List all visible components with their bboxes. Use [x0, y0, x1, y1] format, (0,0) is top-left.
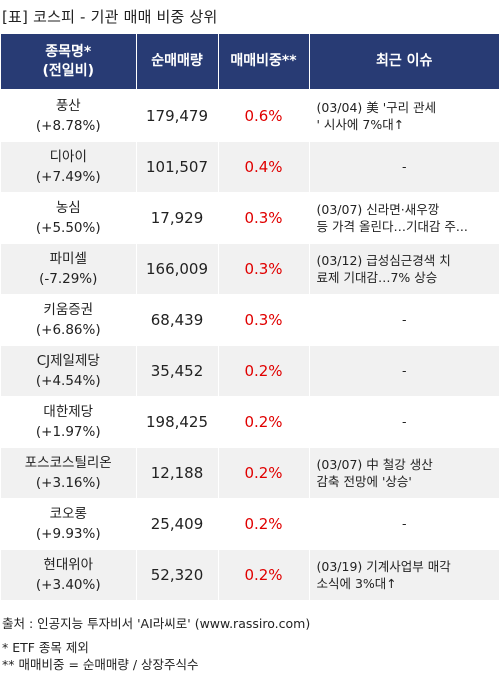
issue-line-1: (03/04) 美 '구리 관세	[316, 99, 437, 115]
stock-change: (+3.40%)	[35, 576, 101, 593]
trade-ratio: 0.4%	[218, 141, 310, 193]
trade-ratio: 0.2%	[218, 498, 310, 550]
header-name-line2: (전일비)	[42, 62, 94, 79]
institution-trading-table: 종목명* (전일비) 순매매량 매매비중** 최근 이슈 풍산 (+8.78%) 1…	[1, 34, 499, 601]
trade-ratio: 0.3%	[218, 192, 310, 244]
net-volume: 12,188	[136, 447, 219, 499]
stock-name: 키움증권	[43, 301, 94, 318]
table-row: 대한제당 (+1.97%) 198,425 0.2% -	[1, 396, 499, 448]
recent-issue: (03/07) 신라면·새우깡 등 가격 올린다…기대감 주...	[309, 192, 499, 244]
trade-ratio: 0.6%	[218, 90, 310, 142]
recent-issue: (03/19) 기계사업부 매각 소식에 3%대↑	[309, 549, 499, 601]
stock-change: (+9.93%)	[35, 525, 101, 542]
footnote-etf: * ETF 종목 제외	[2, 640, 89, 655]
stock-cell: 디아이 (+7.49%)	[1, 141, 137, 193]
issue-line-1: (03/19) 기계사업부 매각	[316, 558, 451, 574]
table-row: 키움증권 (+6.86%) 68,439 0.3% -	[1, 294, 499, 346]
trade-ratio: 0.2%	[218, 447, 310, 499]
footnote-ratio: ** 매매비중 = 순매매량 / 상장주식수	[2, 657, 199, 672]
table-header: 종목명* (전일비) 순매매량 매매비중** 최근 이슈	[1, 34, 499, 91]
stock-change: (+7.49%)	[35, 168, 101, 185]
table-row: 디아이 (+7.49%) 101,507 0.4% -	[1, 141, 499, 193]
recent-issue: (03/07) 中 철강 생산 감축 전망에 '상승'	[309, 447, 499, 499]
recent-issue: (03/12) 급성심근경색 치 료제 기대감…7% 상승	[309, 243, 499, 295]
stock-name: 코오롱	[49, 505, 87, 522]
recent-issue: -	[309, 498, 499, 550]
stock-name: 대한제당	[43, 403, 94, 420]
stock-cell: CJ제일제당 (+4.54%)	[1, 345, 137, 397]
recent-issue: -	[309, 345, 499, 397]
stock-name: CJ제일제당	[36, 352, 100, 369]
stock-name: 풍산	[55, 97, 81, 114]
stock-name: 농심	[55, 199, 81, 216]
trade-ratio: 0.2%	[218, 396, 310, 448]
source-note: 출처 : 인공지능 투자비서 'AI라씨로' (www.rassiro.com)	[2, 616, 311, 631]
header-volume: 순매매량	[136, 34, 219, 91]
header-name-line1: 종목명*	[45, 43, 92, 60]
recent-issue: (03/04) 美 '구리 관세 ' 시사에 7%대↑	[309, 90, 499, 142]
net-volume: 35,452	[136, 345, 219, 397]
trade-ratio: 0.3%	[218, 243, 310, 295]
net-volume: 101,507	[136, 141, 219, 193]
table-row: 풍산 (+8.78%) 179,479 0.6% (03/04) 美 '구리 관세 ' 시…	[1, 90, 499, 142]
stock-cell: 농심 (+5.50%)	[1, 192, 137, 244]
table-body: 풍산 (+8.78%) 179,479 0.6% (03/04) 美 '구리 관세 ' 시…	[1, 90, 499, 601]
issue-line-1: -	[401, 414, 407, 429]
net-volume: 179,479	[136, 90, 219, 142]
stock-cell: 대한제당 (+1.97%)	[1, 396, 137, 448]
trade-ratio: 0.2%	[218, 549, 310, 601]
recent-issue: -	[309, 141, 499, 193]
stock-change: (+8.78%)	[35, 117, 101, 134]
net-volume: 68,439	[136, 294, 219, 346]
issue-line-2: 료제 기대감…7% 상승	[316, 269, 438, 285]
stock-change: (+6.86%)	[35, 321, 101, 338]
stock-cell: 코오롱 (+9.93%)	[1, 498, 137, 550]
table-row: 파미셀 (-7.29%) 166,009 0.3% (03/12) 급성심근경색 치 료제…	[1, 243, 499, 295]
issue-line-2: 감축 전망에 '상승'	[316, 473, 412, 489]
stock-change: (+5.50%)	[35, 219, 101, 236]
header-ratio: 매매비중**	[218, 34, 310, 91]
issue-line-2: 등 가격 올린다…기대감 주...	[316, 218, 468, 234]
table-row: 현대위아 (+3.40%) 52,320 0.2% (03/19) 기계사업부 매각 소…	[1, 549, 499, 601]
trade-ratio: 0.2%	[218, 345, 310, 397]
net-volume: 25,409	[136, 498, 219, 550]
stock-name: 현대위아	[43, 556, 94, 573]
table-title: [표] 코스피 - 기관 매매 비중 상위	[2, 8, 218, 26]
table-row: 농심 (+5.50%) 17,929 0.3% (03/07) 신라면·새우깡 등 가격 …	[1, 192, 499, 244]
stock-cell: 포스코스틸리온 (+3.16%)	[1, 447, 137, 499]
table-row: CJ제일제당 (+4.54%) 35,452 0.2% -	[1, 345, 499, 397]
stock-cell: 풍산 (+8.78%)	[1, 90, 137, 142]
stock-change: (+4.54%)	[35, 372, 101, 389]
issue-line-1: -	[401, 159, 407, 174]
issue-line-1: (03/07) 中 철강 생산	[316, 456, 433, 472]
issue-line-1: -	[401, 363, 407, 378]
issue-line-2: 소식에 3%대↑	[316, 575, 397, 591]
stock-cell: 파미셀 (-7.29%)	[1, 243, 137, 295]
issue-line-1: (03/07) 신라면·새우깡	[316, 201, 440, 217]
recent-issue: -	[309, 294, 499, 346]
net-volume: 17,929	[136, 192, 219, 244]
stock-cell: 현대위아 (+3.40%)	[1, 549, 137, 601]
issue-line-1: -	[401, 312, 407, 327]
stock-cell: 키움증권 (+6.86%)	[1, 294, 137, 346]
header-issue: 최근 이슈	[309, 34, 499, 91]
issue-line-1: -	[401, 516, 407, 531]
stock-name: 포스코스틸리온	[24, 454, 112, 471]
stock-name: 디아이	[49, 148, 87, 165]
trade-ratio: 0.3%	[218, 294, 310, 346]
net-volume: 198,425	[136, 396, 219, 448]
table-row: 코오롱 (+9.93%) 25,409 0.2% -	[1, 498, 499, 550]
table-row: 포스코스틸리온 (+3.16%) 12,188 0.2% (03/07) 中 철강 생산…	[1, 447, 499, 499]
stock-name: 파미셀	[49, 250, 87, 267]
issue-line-2: ' 시사에 7%대↑	[316, 116, 405, 132]
stock-change: (-7.29%)	[39, 270, 98, 287]
net-volume: 52,320	[136, 549, 219, 601]
recent-issue: -	[309, 396, 499, 448]
stock-change: (+1.97%)	[35, 423, 101, 440]
stock-change: (+3.16%)	[35, 474, 101, 491]
net-volume: 166,009	[136, 243, 219, 295]
header-name: 종목명* (전일비)	[1, 34, 137, 91]
issue-line-1: (03/12) 급성심근경색 치	[316, 252, 451, 268]
